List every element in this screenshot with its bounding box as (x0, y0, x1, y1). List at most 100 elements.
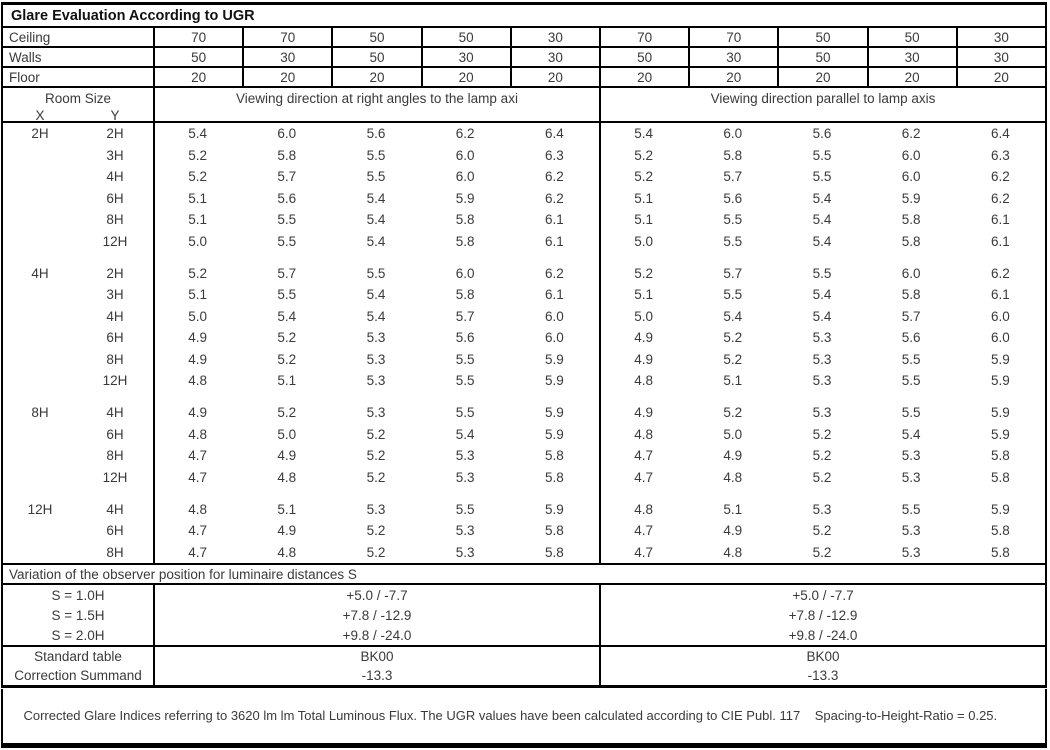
room-y-value: 12H (102, 373, 128, 389)
ugr-value: 5.2 (188, 147, 207, 163)
ugr-value: 4.9 (277, 448, 297, 464)
ugr-value: 5.4 (812, 212, 832, 228)
ugr-value: 5.6 (455, 330, 475, 346)
ugr-value: 6.3 (991, 147, 1010, 163)
summary-value: BK00 (599, 647, 1045, 666)
ugr-value: 5.8 (723, 147, 743, 163)
surface-value: 50 (777, 28, 866, 46)
room-y-value: 3H (106, 287, 124, 303)
ugr-row: 8H 4.7 4.9 5.2 5.3 5.8 4.7 4.9 5.2 5.3 5.8 (3, 445, 1045, 467)
surface-value: 20 (242, 68, 331, 86)
section-row: S = 1.5H +7.8 / -12.9 +7.8 / -12.9 (3, 605, 1045, 625)
ugr-value: 5.7 (455, 308, 475, 324)
ugr-value: 5.4 (812, 233, 832, 249)
ugr-value: 5.3 (455, 469, 475, 485)
ugr-value: 5.8 (901, 212, 921, 228)
ugr-row: 8H 5.1 5.5 5.4 5.8 6.1 5.1 5.5 5.4 5.8 6.1 (3, 209, 1045, 231)
ugr-value: 5.1 (188, 190, 207, 206)
surface-value: 30 (955, 48, 1045, 66)
ugr-value: 5.1 (634, 212, 653, 228)
ugr-value: 6.2 (545, 265, 564, 281)
ugr-value: 5.9 (455, 190, 475, 206)
room-y-value: 8H (106, 212, 124, 228)
ugr-value: 6.1 (991, 233, 1010, 249)
surface-value: 20 (509, 68, 599, 86)
ugr-value: 4.7 (188, 469, 207, 485)
ugr-value: 5.7 (723, 169, 743, 185)
x-column-label: X (35, 108, 45, 123)
surface-value: 50 (777, 48, 866, 66)
ugr-value: 6.3 (545, 147, 564, 163)
ugr-value: 5.3 (366, 351, 386, 367)
surface-value: 20 (598, 68, 688, 86)
ugr-value: 5.4 (723, 308, 743, 324)
ugr-value: 6.1 (991, 212, 1010, 228)
surface-value: 50 (420, 28, 510, 46)
summary-rows: Standard table BK00 BK00 Correction Summand… (3, 647, 1045, 685)
ugr-value: 6.0 (901, 147, 921, 163)
ugr-value: 5.5 (277, 212, 297, 228)
ugr-value: 5.6 (366, 126, 386, 142)
distance-label: S = 1.5H (51, 607, 105, 623)
ugr-value: 4.8 (277, 469, 297, 485)
room-x-value: 8H (31, 405, 49, 421)
surface-value: 30 (955, 28, 1045, 46)
ugr-value: 5.1 (277, 373, 297, 389)
ugr-value: 5.5 (366, 265, 386, 281)
ugr-value: 4.8 (723, 544, 743, 560)
ugr-value: 4.8 (634, 501, 653, 517)
ugr-value: 5.3 (812, 501, 832, 517)
ugr-value: 6.2 (991, 169, 1010, 185)
ugr-value: 5.3 (901, 544, 921, 560)
ugr-value: 6.0 (455, 147, 475, 163)
variation-value: +5.0 / -7.7 (153, 585, 599, 605)
ugr-value: 5.8 (455, 212, 475, 228)
ugr-value: 5.7 (723, 265, 743, 281)
ugr-row: 12H 4.7 4.8 5.2 5.3 5.8 4.7 4.8 5.2 5.3 5.8 (3, 467, 1045, 489)
ugr-value: 6.2 (991, 190, 1010, 206)
room-y-value: 8H (106, 448, 124, 464)
block-gap (3, 392, 1045, 403)
section-row: S = 2.0H +9.8 / -24.0 +9.8 / -24.0 (3, 625, 1045, 645)
ugr-value: 5.5 (901, 373, 921, 389)
ugr-value: 5.3 (455, 523, 475, 539)
ugr-value: 5.4 (812, 190, 832, 206)
surface-value: 70 (153, 28, 242, 46)
ugr-value: 5.3 (812, 351, 832, 367)
ugr-value: 5.7 (901, 308, 921, 324)
ugr-value: 5.4 (812, 308, 832, 324)
ugr-value: 5.2 (634, 147, 653, 163)
ugr-row: 6H 4.9 5.2 5.3 5.6 6.0 4.9 5.2 5.3 5.6 6.0 (3, 327, 1045, 349)
room-y-value: 2H (106, 265, 124, 281)
summary-value: -13.3 (599, 666, 1045, 685)
surface-value: 20 (866, 68, 956, 86)
ugr-value: 5.8 (991, 523, 1010, 539)
ugr-value: 5.2 (366, 544, 386, 560)
ugr-value: 5.5 (812, 169, 832, 185)
room-y-value: 6H (106, 426, 124, 442)
surface-value: 70 (688, 28, 777, 46)
ugr-value: 6.0 (545, 308, 564, 324)
ugr-value: 5.2 (723, 405, 743, 421)
room-y-value: 4H (106, 169, 124, 185)
surface-value: 50 (866, 28, 956, 46)
ugr-value: 4.9 (634, 405, 653, 421)
ugr-row: 4H 5.2 5.7 5.5 6.0 6.2 5.2 5.7 5.5 6.0 6.2 (3, 166, 1045, 188)
ugr-value: 5.2 (634, 265, 653, 281)
surface-value: 20 (331, 68, 420, 86)
ugr-value: 5.9 (545, 405, 564, 421)
ugr-value: 5.3 (901, 523, 921, 539)
ugr-value: 5.8 (277, 147, 297, 163)
ugr-value: 5.2 (277, 351, 297, 367)
ugr-value: 5.4 (812, 287, 832, 303)
ugr-value: 5.8 (545, 448, 564, 464)
ugr-value: 6.1 (545, 212, 564, 228)
room-y-value: 2H (106, 126, 124, 142)
ugr-value: 4.9 (188, 330, 207, 346)
ugr-row: 6H 4.8 5.0 5.2 5.4 5.9 4.8 5.0 5.2 5.4 5.9 (3, 424, 1045, 446)
surface-value: 50 (153, 48, 242, 66)
ugr-value: 5.9 (545, 373, 564, 389)
ugr-value: 5.5 (455, 373, 475, 389)
summary-value: -13.3 (153, 666, 599, 685)
